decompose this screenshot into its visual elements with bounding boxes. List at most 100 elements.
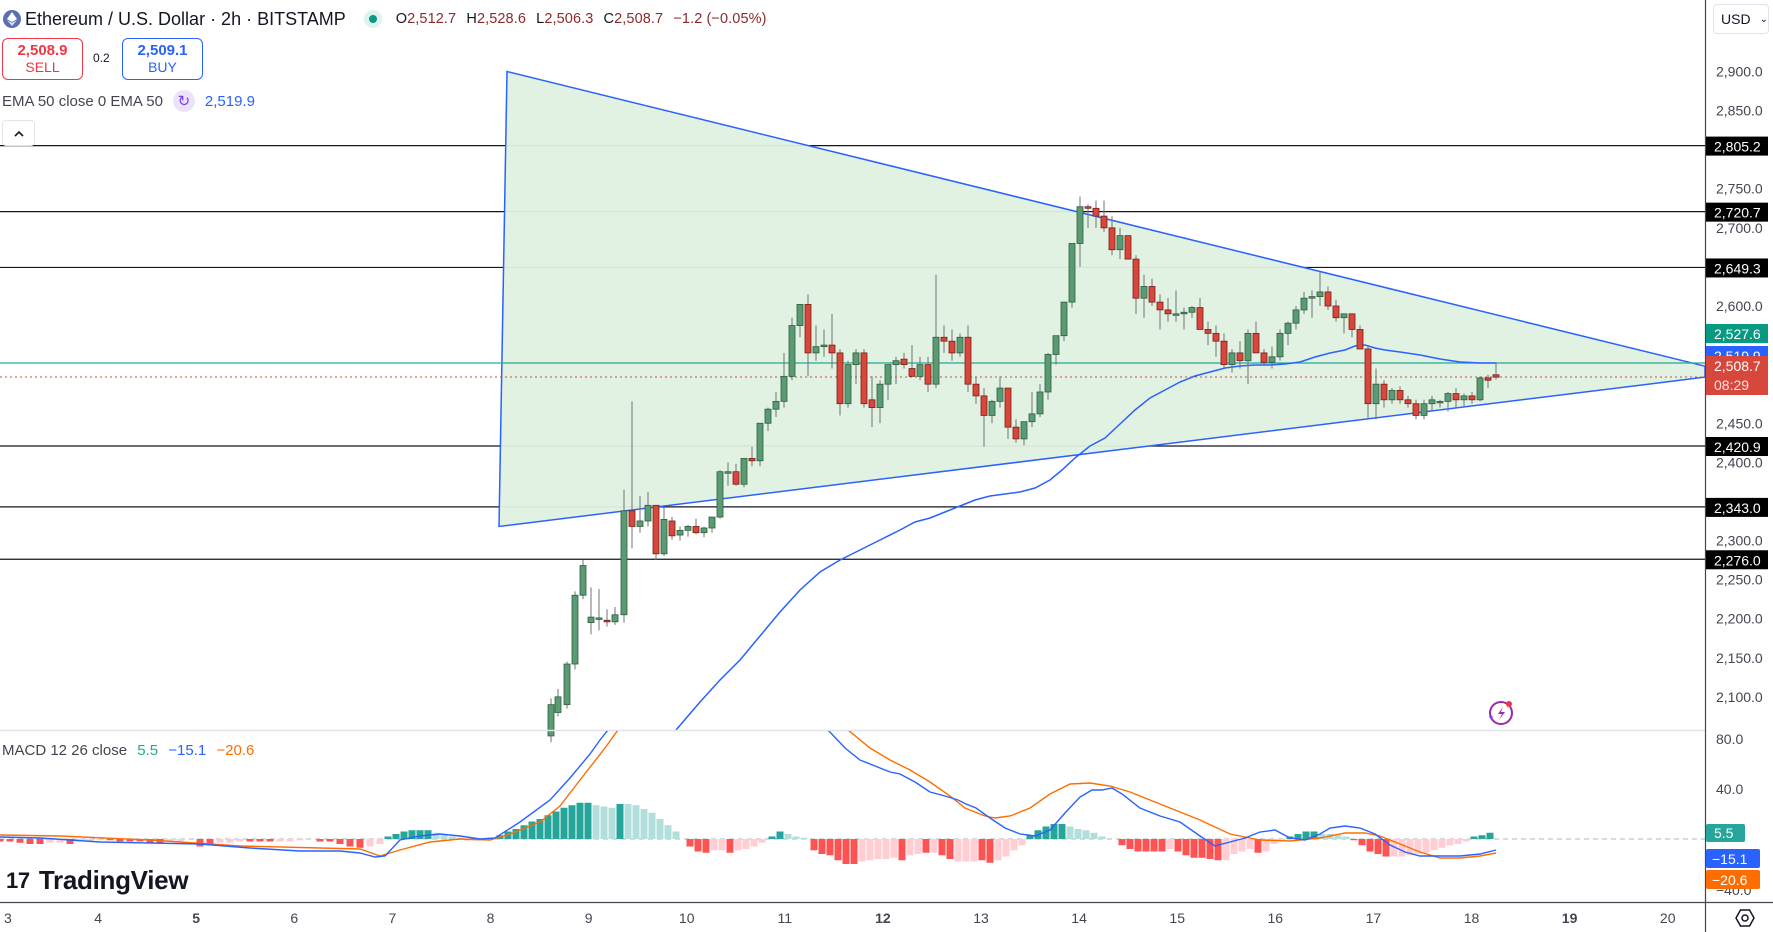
price-tick: 2,450.0 [1716,415,1763,431]
candle [676,529,684,536]
macd-legend-label: MACD 12 26 close [2,742,128,759]
price-tick: 2,750.0 [1716,181,1763,197]
candle [1052,335,1060,355]
macd-legend[interactable]: MACD 12 26 close 5.5 −15.1 −20.6 [2,742,254,759]
triangle-drawing[interactable] [498,70,1706,528]
currency-label: USD [1721,11,1751,27]
currency-select[interactable]: USD ⌄ [1713,4,1769,34]
candle [900,358,908,366]
candle [908,368,916,377]
price-tick: 2,850.0 [1716,103,1763,119]
candle [724,471,732,474]
candle [1308,296,1316,299]
candlesticks [547,196,1500,743]
macd-signal-badge: −20.6 [1712,872,1748,888]
candle [595,617,603,620]
candle [554,696,562,713]
candle [860,352,868,405]
candle [700,527,708,534]
time-axis[interactable]: 3 4 5 6 7 8 9 10 11 12 13 14 15 16 17 18 19 20 [4,910,1676,926]
candle [916,364,924,377]
candle [804,304,812,354]
candle [603,619,611,623]
macd-hist-badge: 5.5 [1714,825,1734,841]
candle [828,344,836,354]
tradingview-logo[interactable]: 17 TradingView [6,865,189,896]
candle [1396,390,1404,401]
settings-icon[interactable] [1735,909,1755,927]
time-tick: 8 [487,910,495,926]
time-tick: 14 [1071,910,1087,926]
svg-text:80.0: 80.0 [1716,731,1743,747]
candle [1100,215,1108,229]
candle [796,304,804,326]
candle [1372,383,1380,405]
svg-text:2,527.6: 2,527.6 [1714,326,1761,342]
candle [748,458,756,462]
price-tick: 2,300.0 [1716,533,1763,549]
svg-text:2,420.9: 2,420.9 [1714,439,1761,455]
candle [547,704,555,737]
buy-label: BUY [148,59,177,75]
refresh-icon[interactable]: ↻ [172,90,195,112]
candle [652,504,660,555]
time-tick: 7 [389,910,397,926]
candle [1076,206,1084,244]
tradingview-mark-icon: 17 [6,867,30,893]
candle [1188,307,1196,313]
candle [932,336,940,385]
candle [756,422,764,462]
candle [1292,309,1300,324]
sell-button[interactable]: 2,508.9 SELL [2,38,83,80]
tradingview-text: TradingView [38,865,189,895]
time-tick: 5 [192,910,200,926]
time-tick: 17 [1366,910,1382,926]
candle [996,387,1004,402]
candle [788,325,796,377]
ethereum-icon [3,10,21,28]
symbol-title[interactable]: Ethereum / U.S. Dollar · 2h · BITSTAMP [25,8,346,29]
candle [1012,426,1020,440]
candle [1332,305,1340,319]
candle [1140,286,1148,299]
lightning-alert-icon[interactable] [1489,701,1513,725]
macd-axis[interactable]: 80.0 40.0 −40.0 5.5 −15.1 −20.6 [1706,731,1760,898]
price-tick: 2,700.0 [1716,220,1763,236]
candle [1404,399,1412,405]
macd-line [827,731,1497,857]
candle [1156,301,1164,311]
candle [1348,313,1356,330]
candle [764,408,772,424]
macd-signal-line [0,731,619,857]
candle [1444,393,1452,402]
candle [611,614,619,623]
candle [628,510,636,527]
candle [579,565,587,596]
candle [1148,286,1156,303]
ema-legend[interactable]: EMA 50 close 0 EMA 50 ↻ 2,519.9 [2,90,255,112]
candle [1340,313,1348,319]
price-badge [1706,324,1768,343]
price-axis[interactable]: 2,900.0 2,850.0 2,750.0 2,700.0 2,600.0 2,450… [1716,63,1763,704]
candle [1092,207,1100,217]
candle [1084,206,1092,209]
macd-histogram [0,802,1494,864]
candle [1164,309,1172,315]
time-tick: 16 [1268,910,1284,926]
ohlc-values: O2,512.7 H2,528.6 L2,506.3 C2,508.7 −1.2… [395,11,767,27]
candle [924,364,932,385]
candle [668,520,676,537]
candle [884,364,892,385]
candle [684,526,692,531]
candle [1364,348,1372,405]
buy-button[interactable]: 2,509.1 BUY [122,38,203,80]
price-badge [1706,437,1768,457]
candle [892,360,900,366]
collapse-legend-button[interactable] [2,120,35,146]
candle [1204,329,1212,334]
price-tick: 2,100.0 [1716,689,1763,705]
time-tick: 13 [973,910,989,926]
candle [964,336,972,385]
market-open-icon[interactable] [363,10,382,28]
